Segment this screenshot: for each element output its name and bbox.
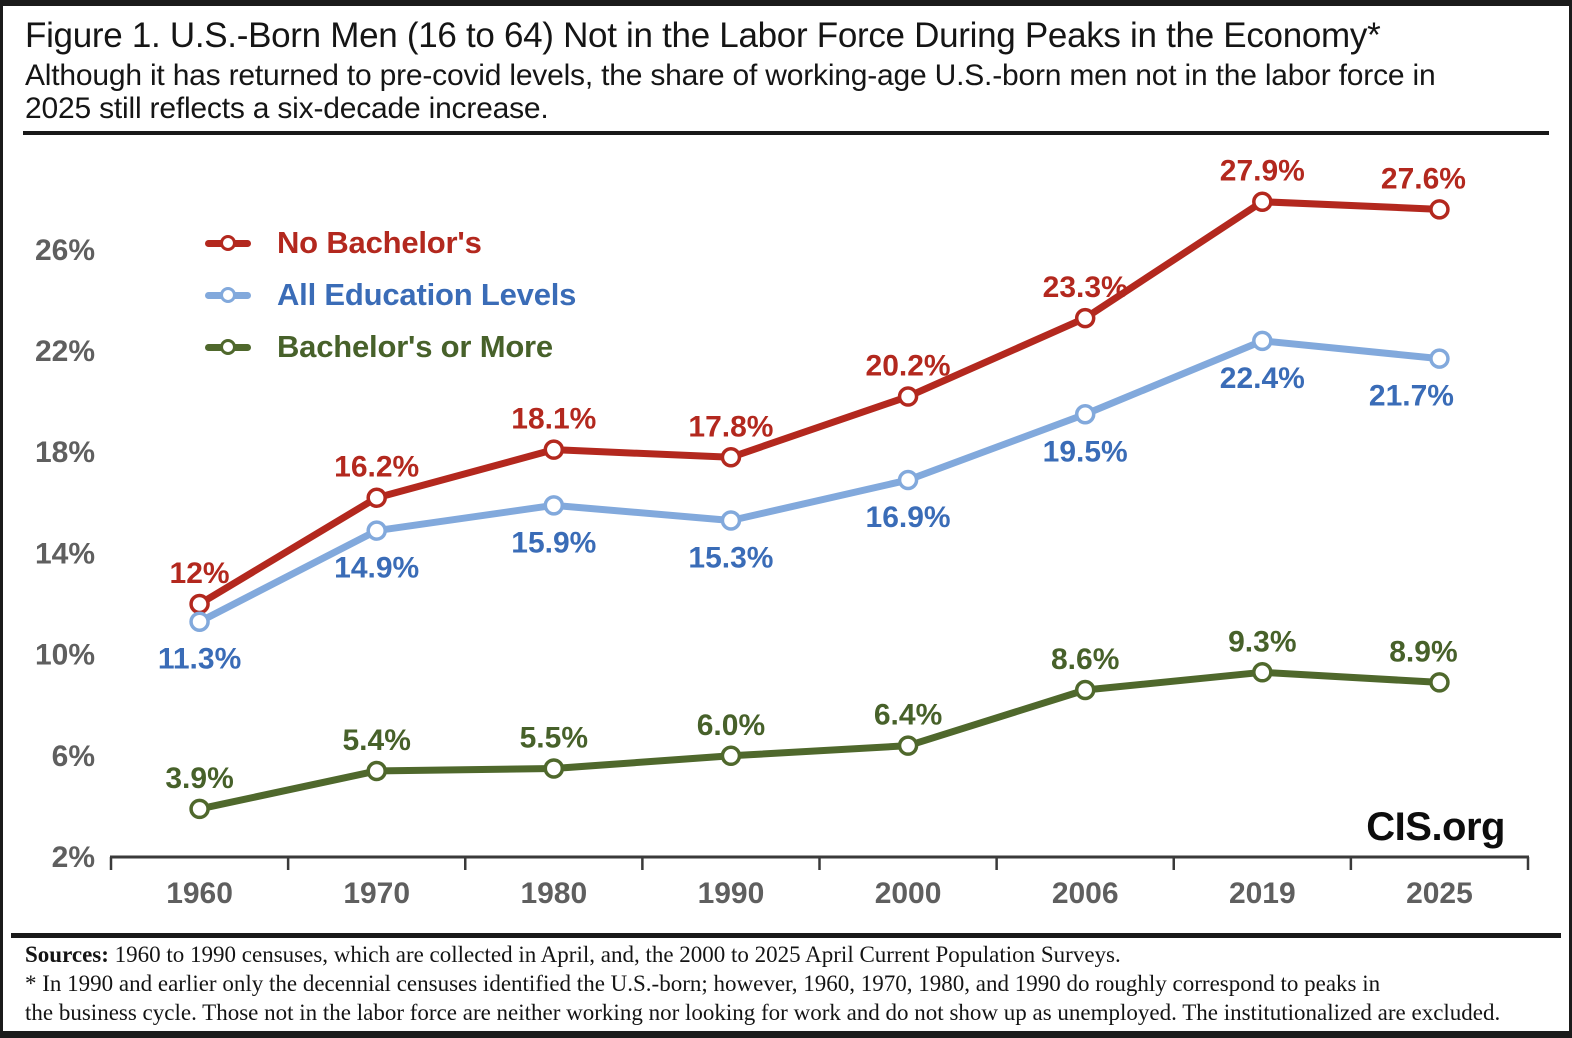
data-point-marker (720, 510, 742, 531)
data-point-label: 19.5% (1043, 435, 1128, 468)
x-tick-label: 2000 (875, 877, 942, 910)
data-point-label: 11.3% (158, 643, 241, 676)
data-point-marker (1074, 679, 1096, 701)
legend-item-all-education-levels: All Education Levels (205, 269, 576, 321)
data-point-marker (189, 593, 210, 615)
data-point-marker (1252, 330, 1273, 352)
data-point-marker (1252, 662, 1273, 683)
figure-title: Figure 1. U.S.-Born Men (16 to 64) Not i… (25, 16, 1381, 55)
legend-label: Bachelor's or More (277, 329, 553, 364)
line-chart: 1960 1970 1980 1990 2000 2006 2019 2025 2% 6% 10% 1… (35, 155, 1530, 910)
data-point-marker (1429, 348, 1450, 369)
source-notes: Sources: 1960 to 1990 censuses, which ar… (25, 940, 1547, 1027)
data-point-marker (897, 469, 919, 491)
data-point-marker (189, 611, 210, 632)
data-point-label: 3.9% (165, 762, 233, 795)
figure-subtitle-line-1: Although it has returned to pre-covid le… (25, 58, 1436, 92)
footnote-line-1: * In 1990 and earlier only the decennial… (25, 971, 1381, 996)
data-point-marker (720, 447, 742, 468)
data-point-label: 6.0% (697, 709, 765, 742)
series-all-education-levels: 11.3% 14.9% 15.9% 15.3% 16.9% 19.5% 22.4% 21.7% (158, 330, 1454, 676)
x-axis-labels: 1960 1970 1980 1990 2000 2006 2019 2025 (166, 877, 1473, 910)
sources-line: Sources: 1960 to 1990 censuses, which ar… (25, 940, 1547, 969)
data-point-label: 21.7% (1369, 380, 1454, 413)
legend-line-marker-icon (205, 235, 251, 251)
data-point-marker (1252, 191, 1273, 212)
data-point-label: 8.9% (1389, 635, 1457, 668)
data-point-label: 17.8% (688, 410, 773, 443)
legend-item-bachelors-or-more: Bachelor's or More (205, 321, 576, 373)
y-tick-label: 14% (35, 537, 95, 570)
title-divider (23, 131, 1549, 135)
data-point-marker (366, 760, 387, 782)
legend-label: All Education Levels (277, 277, 577, 312)
data-point-label: 22.4% (1220, 362, 1305, 395)
x-tick-label: 1990 (698, 877, 765, 910)
data-point-marker (1429, 199, 1450, 220)
x-tick-label: 2019 (1229, 877, 1296, 910)
data-point-label: 15.9% (511, 526, 596, 559)
data-point-marker (366, 520, 387, 541)
x-tick-label: 1960 (166, 877, 233, 910)
data-point-label: 5.5% (520, 721, 588, 754)
chart-area: 1960 1970 1980 1990 2000 2006 2019 2025 2% 6% 10% 1… (3, 137, 1569, 931)
sources-text: 1960 to 1990 censuses, which are collect… (114, 942, 1121, 967)
x-axis-ticks (109, 857, 1530, 870)
footer-divider (11, 933, 1561, 938)
x-tick-label: 1980 (520, 877, 587, 910)
series-line-all-education-levels (196, 337, 1443, 626)
y-tick-label: 6% (52, 740, 95, 773)
data-point-label: 6.4% (874, 699, 942, 732)
x-tick-label: 2006 (1052, 877, 1119, 910)
data-point-label: 9.3% (1228, 625, 1296, 658)
data-point-marker (1074, 307, 1096, 329)
data-point-label: 15.3% (688, 542, 773, 575)
data-point-marker (543, 495, 565, 516)
legend-item-no-bachelors: No Bachelor's (205, 217, 576, 269)
y-axis-labels: 2% 6% 10% 14% 18% 22% 26% (35, 234, 95, 874)
data-point-label: 14.9% (334, 552, 419, 585)
data-point-label: 5.4% (342, 724, 410, 757)
series-line-bachelor-s-or-more (196, 668, 1443, 813)
data-point-marker (543, 439, 565, 460)
series-line-no-bachelor-s (196, 198, 1443, 608)
chart-legend: No Bachelor's All Education Levels Bache… (205, 217, 576, 373)
y-tick-label: 18% (35, 436, 95, 469)
y-tick-label: 22% (35, 335, 95, 368)
x-tick-label: 2025 (1406, 877, 1473, 910)
legend-line-marker-icon (205, 339, 251, 355)
figure-header: Figure 1. U.S.-Born Men (16 to 64) Not i… (25, 14, 1547, 124)
series-bachelor-s-or-more: 3.9% 5.4% 5.5% 6.0% 6.4% 8.6% 9.3% 8.9% (165, 625, 1458, 820)
figure-subtitle-line-2: 2025 still reflects a six-decade increas… (25, 91, 549, 125)
x-tick-label: 1970 (343, 877, 410, 910)
brand-label: CIS.org (1366, 805, 1505, 849)
footnote-line-2: the business cycle. Those not in the lab… (25, 1000, 1501, 1025)
data-point-label: 27.9% (1220, 155, 1305, 188)
data-point-marker (543, 758, 565, 779)
data-point-label: 12% (170, 557, 230, 590)
series-no-bachelor-s: 12% 16.2% 18.1% 17.8% 20.2% 23.3% 27.9% 27.6% (170, 155, 1466, 615)
legend-label: No Bachelor's (277, 225, 482, 260)
data-point-label: 23.3% (1043, 271, 1128, 304)
data-point-label: 8.6% (1051, 643, 1119, 676)
data-point-label: 16.2% (334, 451, 419, 484)
data-point-marker (189, 798, 210, 820)
y-tick-label: 10% (35, 639, 95, 672)
data-point-label: 18.1% (511, 403, 596, 436)
y-tick-label: 2% (52, 841, 95, 874)
data-point-label: 27.6% (1381, 162, 1466, 195)
data-point-marker (897, 735, 919, 756)
data-point-marker (897, 386, 919, 407)
data-point-marker (1429, 672, 1450, 693)
data-point-marker (366, 487, 387, 508)
data-point-marker (1074, 404, 1096, 425)
legend-line-marker-icon (205, 287, 251, 303)
sources-label: Sources: (25, 942, 109, 967)
data-point-label: 16.9% (866, 501, 951, 534)
y-tick-label: 26% (35, 234, 95, 267)
data-point-marker (720, 745, 742, 767)
data-point-label: 20.2% (866, 350, 951, 383)
